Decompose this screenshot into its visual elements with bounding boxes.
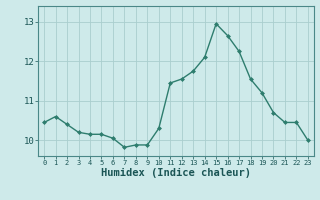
X-axis label: Humidex (Indice chaleur): Humidex (Indice chaleur): [101, 168, 251, 178]
